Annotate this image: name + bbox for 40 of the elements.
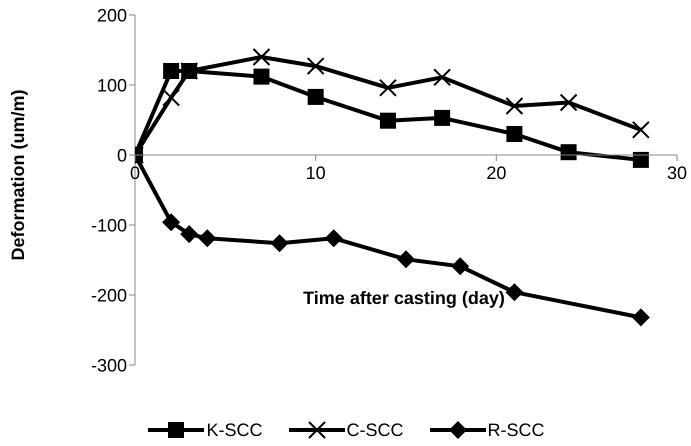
point <box>308 88 324 105</box>
point <box>397 250 415 268</box>
x-tick-label: 20 <box>486 163 506 183</box>
y-tick-label: -100 <box>90 215 127 236</box>
point <box>506 126 522 142</box>
point <box>560 144 577 160</box>
point <box>252 48 270 66</box>
y-tick-label: 0 <box>116 145 127 166</box>
point <box>324 229 343 248</box>
point <box>378 78 397 97</box>
point <box>180 225 198 244</box>
y-tick-label: 200 <box>96 5 127 26</box>
point <box>632 308 650 326</box>
x-tick-label: 0 <box>130 163 140 183</box>
point <box>162 213 180 232</box>
y-tick-label: 100 <box>96 75 127 96</box>
point <box>163 63 180 79</box>
point <box>632 152 649 168</box>
point <box>380 112 396 129</box>
point <box>560 94 578 112</box>
point <box>270 234 289 252</box>
point <box>434 110 450 126</box>
y-tick-label: -300 <box>90 355 127 376</box>
y-tick-label: -200 <box>90 285 127 306</box>
legend-label: R-SCC <box>488 420 544 440</box>
point <box>505 283 524 302</box>
legend-label: K-SCC <box>206 420 262 440</box>
point <box>433 68 452 86</box>
point <box>451 257 470 276</box>
point <box>632 120 650 139</box>
x-tick-label: 10 <box>306 163 326 183</box>
point <box>253 68 270 85</box>
point <box>306 57 325 76</box>
point <box>162 88 180 107</box>
point <box>505 97 524 115</box>
y-axis-title: Deformation (um/m) <box>8 89 28 260</box>
point <box>198 229 216 248</box>
legend-label: C-SCC <box>346 420 404 440</box>
x-tick-label: 30 <box>666 163 688 183</box>
x-axis-title: Time after casting (day) <box>303 288 505 308</box>
